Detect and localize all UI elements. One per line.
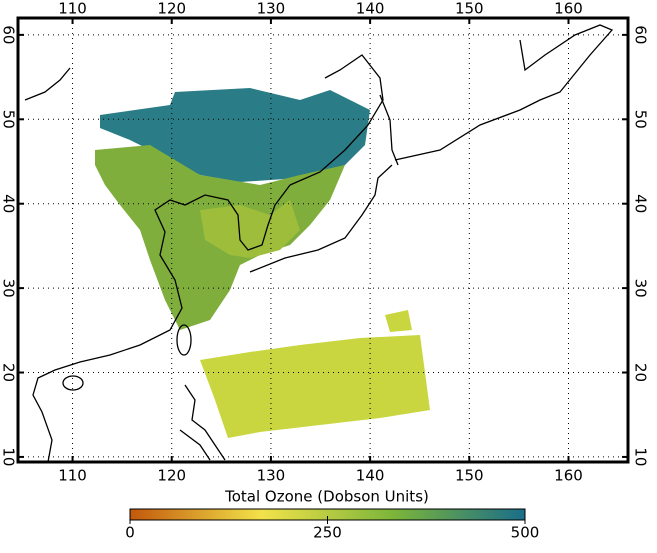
coast-kamchatka [394, 24, 614, 161]
ozone-low-2 [385, 310, 412, 332]
coast-okhotsk [24, 67, 71, 101]
colorbar-tick-label: 250 [313, 524, 342, 542]
x-tick-label: 130 [257, 467, 286, 485]
x-tick-label: 140 [356, 467, 385, 485]
y-tick-label: 50 [632, 110, 650, 129]
x-tick-label: 150 [455, 467, 484, 485]
coast-taiwan [176, 324, 192, 356]
map-frame [16, 16, 630, 464]
y-tick-label: 40 [0, 194, 18, 213]
ozone-mid-2 [200, 200, 300, 258]
x-tick-label: 120 [157, 0, 186, 18]
coastlines [24, 24, 614, 463]
x-tick-label: 110 [58, 467, 87, 485]
coast-hainan [62, 375, 84, 391]
y-tick-label: 60 [632, 25, 650, 44]
x-tick-label: 150 [455, 0, 484, 18]
coast-russia [289, 54, 384, 186]
colorbar-tick-label: 0 [125, 524, 135, 542]
x-tick-label: 110 [58, 0, 87, 18]
coast-sakhalin [379, 94, 399, 166]
y-tick-label: 30 [0, 279, 18, 298]
y-tick-label: 40 [632, 194, 650, 213]
ozone-low [200, 335, 430, 438]
y-tick-label: 10 [0, 447, 18, 466]
colorbar-label: Total Ozone (Dobson Units) [224, 488, 429, 506]
ozone-swaths [95, 88, 430, 438]
y-tick-label: 60 [0, 25, 18, 44]
y-tick-label: 30 [632, 279, 650, 298]
x-tick-label: 160 [554, 467, 583, 485]
grid [18, 18, 628, 462]
x-tick-label: 140 [356, 0, 385, 18]
y-tick-label: 50 [0, 110, 18, 129]
y-tick-label: 10 [632, 447, 650, 466]
y-tick-label: 20 [0, 363, 18, 382]
coast-china [32, 184, 291, 463]
x-tick-label: 160 [554, 0, 583, 18]
y-tick-label: 20 [632, 363, 650, 382]
x-tick-label: 130 [257, 0, 286, 18]
x-tick-label: 120 [157, 467, 186, 485]
colorbar-tick-label: 500 [511, 524, 540, 542]
coast-japan [249, 164, 393, 273]
coast-philippines [179, 384, 226, 461]
